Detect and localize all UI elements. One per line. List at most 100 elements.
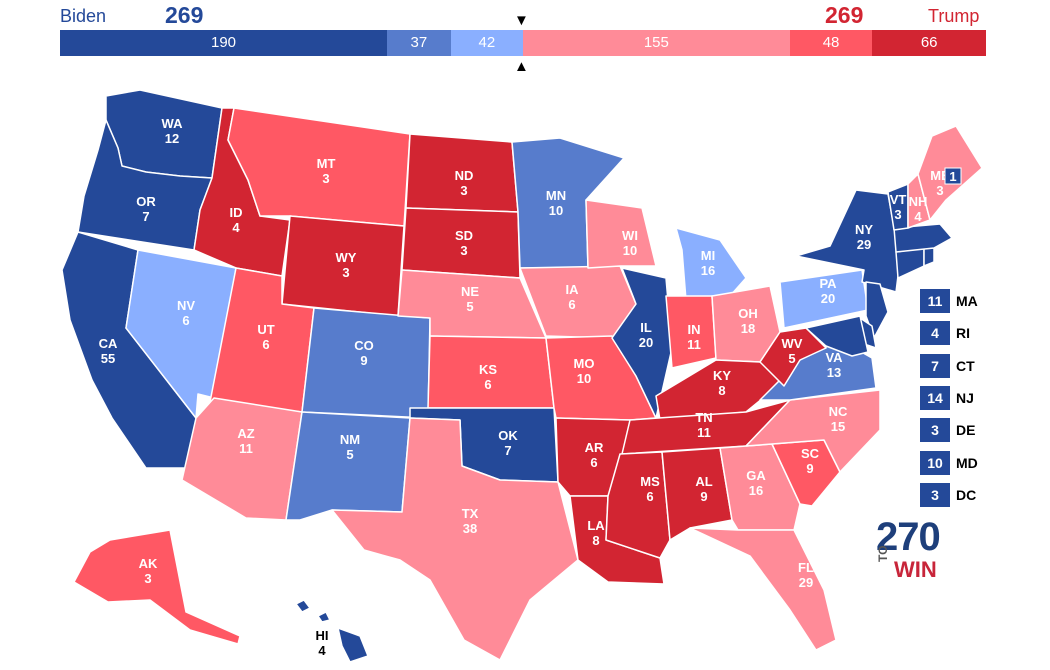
- state-label-az: AZ: [237, 426, 254, 441]
- legend-row-de[interactable]: 3 DE: [920, 418, 976, 443]
- state-ct[interactable]: [895, 247, 925, 279]
- state-ev-co: 9: [360, 353, 367, 368]
- state-ev-wi: 10: [623, 243, 637, 258]
- state-label-ak: AK: [139, 556, 158, 571]
- majority-marker-top: ▼: [514, 12, 529, 29]
- state-label-ga: GA: [746, 468, 766, 483]
- legend-row-dc[interactable]: 3 DC: [920, 482, 977, 507]
- legend-row-ct[interactable]: 7 CT: [920, 353, 975, 378]
- state-label-mn: MN: [546, 188, 566, 203]
- state-label-va: VA: [825, 350, 843, 365]
- state-ev-ne: 5: [466, 299, 473, 314]
- state-ev-mt: 3: [322, 171, 329, 186]
- state-ak[interactable]: [73, 529, 241, 645]
- state-ev-ga: 16: [749, 483, 763, 498]
- state-ev-tx: 38: [463, 521, 477, 536]
- legend-ev-box: 10: [920, 450, 950, 475]
- state-ri[interactable]: [923, 247, 935, 267]
- state-nm[interactable]: [285, 411, 411, 521]
- state-label-ms: MS: [640, 474, 660, 489]
- state-tx[interactable]: [331, 417, 579, 661]
- legend-ev-box: 7: [920, 353, 950, 378]
- legend-ev-box: 3: [920, 482, 950, 507]
- state-label-ut: UT: [257, 322, 274, 337]
- legend-row-ri[interactable]: 4 RI: [920, 321, 970, 346]
- state-label-sd: SD: [455, 228, 473, 243]
- state-al[interactable]: [661, 447, 733, 541]
- state-ev-la: 8: [592, 533, 599, 548]
- state-ev-nc: 15: [831, 419, 845, 434]
- state-ev-or: 7: [142, 209, 149, 224]
- state-label-il: IL: [640, 320, 652, 335]
- state-label-co: CO: [354, 338, 374, 353]
- legend-row-md[interactable]: 10 MD: [920, 450, 978, 475]
- legend-abbr: DC: [956, 486, 977, 503]
- state-ev-nm: 5: [346, 447, 353, 462]
- state-label-mo: MO: [574, 356, 595, 371]
- state-label-al: AL: [695, 474, 712, 489]
- state-label-or: OR: [136, 194, 156, 209]
- state-fl[interactable]: [689, 527, 837, 651]
- state-label-sc: SC: [801, 446, 820, 461]
- legend-abbr: MD: [956, 454, 978, 471]
- state-nc[interactable]: [745, 389, 881, 473]
- majority-marker-bottom: ▲: [514, 58, 529, 75]
- legend-ev-box: 3: [920, 418, 950, 443]
- state-ev-ks: 6: [484, 377, 491, 392]
- state-hi[interactable]: [295, 599, 369, 663]
- state-ev-il: 20: [639, 335, 653, 350]
- bar-segment-safe-rep: 66: [872, 30, 986, 56]
- state-label-la: LA: [587, 518, 605, 533]
- state-il[interactable]: [611, 267, 673, 419]
- legend-row-ma[interactable]: 11 MA: [920, 289, 978, 313]
- state-wi[interactable]: [585, 199, 657, 269]
- state-label-wy: WY: [336, 250, 357, 265]
- state-ev-ky: 8: [718, 383, 725, 398]
- legend-row-nj[interactable]: 14 NJ: [920, 385, 974, 410]
- bar-segment-safe-dem: 190: [60, 30, 388, 56]
- state-ms[interactable]: [605, 451, 671, 559]
- state-label-pa: PA: [819, 276, 837, 291]
- state-label-oh: OH: [738, 306, 758, 321]
- state-ev-va: 13: [827, 365, 841, 380]
- state-label-tx: TX: [462, 506, 479, 521]
- state-ev-id: 4: [232, 220, 240, 235]
- state-ev-ca: 55: [101, 351, 115, 366]
- legend-abbr: DE: [956, 422, 976, 439]
- state-ev-ut: 6: [262, 337, 269, 352]
- state-label-wa: WA: [162, 116, 184, 131]
- logo-win: WIN: [894, 557, 937, 582]
- state-label-vt: VT: [890, 192, 907, 207]
- state-ev-sc: 9: [806, 461, 813, 476]
- electoral-vote-bar: 190 37 42 155 48 66: [60, 30, 986, 56]
- state-ev-hi: 4: [318, 643, 326, 658]
- state-ev-mo: 10: [577, 371, 591, 386]
- state-ev-oh: 18: [741, 321, 755, 336]
- state-ev-in: 11: [687, 337, 701, 352]
- state-wv[interactable]: [759, 327, 827, 387]
- trump-votes: 269: [825, 2, 864, 28]
- state-md[interactable]: [805, 315, 869, 357]
- state-ev-pa: 20: [821, 291, 835, 306]
- state-label-ks: KS: [479, 362, 497, 377]
- bar-segment-likely-dem: 37: [387, 30, 451, 56]
- maine-district-box[interactable]: [944, 167, 962, 185]
- legend-abbr: MA: [956, 293, 978, 309]
- state-ev-wy: 3: [342, 265, 349, 280]
- state-ma[interactable]: [893, 223, 953, 253]
- state-ev-me: 3: [936, 183, 943, 198]
- state-nj[interactable]: [865, 281, 889, 339]
- state-label-wi: WI: [622, 228, 638, 243]
- state-ev-sd: 3: [460, 243, 467, 258]
- state-ev-tn: 11: [697, 425, 711, 440]
- biden-name: Biden: [60, 6, 107, 26]
- state-ev-al: 9: [700, 489, 707, 504]
- state-ev-az: 11: [239, 441, 253, 456]
- bar-segment-lean-dem: 42: [450, 30, 523, 56]
- state-label-fl: FL: [798, 560, 814, 575]
- state-label-mt: MT: [317, 156, 336, 171]
- state-ev-fl: 29: [799, 575, 813, 590]
- state-az[interactable]: [181, 397, 303, 521]
- state-label-ne: NE: [461, 284, 479, 299]
